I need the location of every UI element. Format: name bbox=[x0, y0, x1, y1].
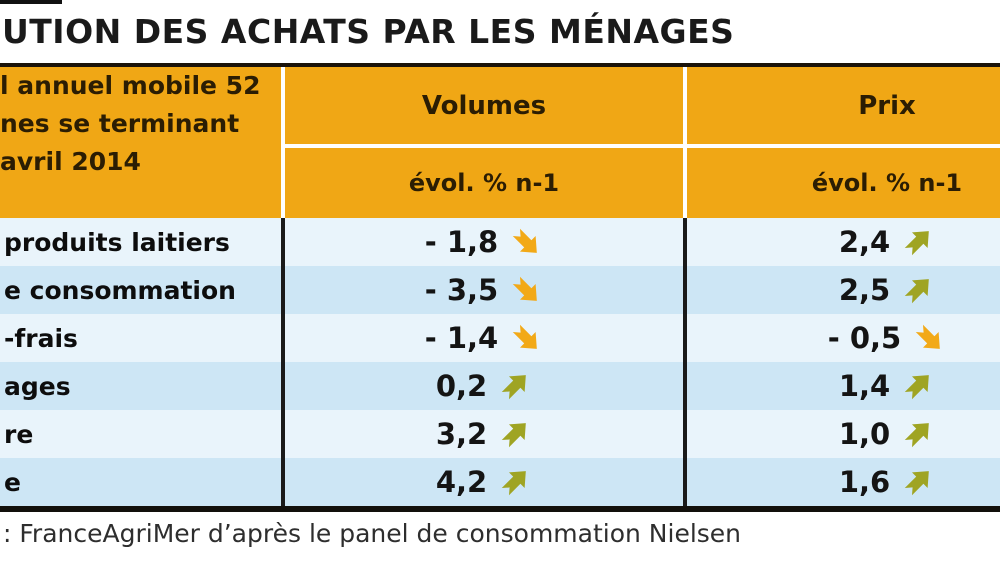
trend-arrow-icon bbox=[498, 369, 532, 403]
prix-header: Prix bbox=[858, 90, 916, 121]
trend-arrow-icon bbox=[498, 465, 532, 499]
trend-arrow-icon bbox=[912, 321, 946, 355]
prix-value: 1,6 bbox=[838, 465, 891, 499]
trend-arrow-icon bbox=[509, 225, 543, 259]
table-header: l annuel mobile 52 nes se terminant avri… bbox=[0, 67, 1000, 218]
header-column-separator bbox=[281, 67, 285, 218]
table-top-border bbox=[0, 63, 1000, 67]
prix-value: 2,4 bbox=[838, 225, 891, 259]
header-row-divider bbox=[285, 144, 1000, 148]
volumes-value-cell: - 3,5 bbox=[285, 266, 683, 314]
body-column-separator bbox=[281, 218, 285, 506]
corner-header: l annuel mobile 52 nes se terminant avri… bbox=[0, 67, 277, 197]
volumes-value: - 3,5 bbox=[424, 273, 499, 307]
source-text: : FranceAgriMer d’après le panel de cons… bbox=[3, 519, 742, 548]
volumes-value: 3,2 bbox=[435, 417, 488, 451]
volumes-value-cell: - 1,4 bbox=[285, 314, 683, 362]
prix-subheader: évol. % n-1 bbox=[811, 169, 963, 197]
row-label: re bbox=[4, 419, 34, 449]
corner-header-line1: l annuel mobile 52 bbox=[0, 71, 261, 100]
page-title: UTION DES ACHATS PAR LES MÉNAGES bbox=[2, 12, 735, 51]
prix-value: 2,5 bbox=[838, 273, 891, 307]
volumes-subheader: évol. % n-1 bbox=[408, 169, 560, 197]
trend-arrow-icon bbox=[509, 273, 543, 307]
row-label: e bbox=[4, 467, 21, 497]
table-row: re 3,2 1,0 bbox=[0, 410, 1000, 458]
prix-value-cell: 2,5 bbox=[687, 266, 1000, 314]
trend-arrow-icon bbox=[901, 273, 935, 307]
trend-arrow-icon bbox=[901, 225, 935, 259]
prix-value-cell: 1,4 bbox=[687, 362, 1000, 410]
volumes-value-cell: - 1,8 bbox=[285, 218, 683, 266]
trend-arrow-icon bbox=[901, 465, 935, 499]
volumes-value: - 1,8 bbox=[424, 225, 499, 259]
volumes-value: 4,2 bbox=[435, 465, 488, 499]
prix-value-cell: - 0,5 bbox=[687, 314, 1000, 362]
corner-header-line2: nes se terminant bbox=[0, 109, 240, 138]
table-row: e consommation - 3,5 2,5 bbox=[0, 266, 1000, 314]
header-column-separator bbox=[683, 67, 687, 218]
volumes-value-cell: 3,2 bbox=[285, 410, 683, 458]
trend-arrow-icon bbox=[901, 417, 935, 451]
prix-value: 1,4 bbox=[838, 369, 891, 403]
corner-logo-bar bbox=[0, 0, 62, 4]
volumes-value-cell: 0,2 bbox=[285, 362, 683, 410]
volumes-value: 0,2 bbox=[435, 369, 488, 403]
trend-arrow-icon bbox=[498, 417, 532, 451]
row-label: ages bbox=[4, 371, 71, 401]
table-body: produits laitiers - 1,8 2,4 e consommati… bbox=[0, 218, 1000, 506]
volumes-value-cell: 4,2 bbox=[285, 458, 683, 506]
trend-arrow-icon bbox=[901, 369, 935, 403]
table-bottom-border bbox=[0, 506, 1000, 512]
prix-value: 1,0 bbox=[838, 417, 891, 451]
volumes-value: - 1,4 bbox=[424, 321, 499, 355]
trend-arrow-icon bbox=[509, 321, 543, 355]
prix-value-cell: 1,6 bbox=[687, 458, 1000, 506]
prix-value-cell: 2,4 bbox=[687, 218, 1000, 266]
row-label: -frais bbox=[4, 323, 78, 353]
row-label: e consommation bbox=[4, 275, 236, 305]
body-column-separator bbox=[683, 218, 687, 506]
prix-value-cell: 1,0 bbox=[687, 410, 1000, 458]
corner-header-line3: avril 2014 bbox=[0, 147, 141, 176]
table-row: -frais - 1,4 - 0,5 bbox=[0, 314, 1000, 362]
row-label: produits laitiers bbox=[4, 227, 230, 257]
table-row: ages 0,2 1,4 bbox=[0, 362, 1000, 410]
table-row: produits laitiers - 1,8 2,4 bbox=[0, 218, 1000, 266]
table-row: e 4,2 1,6 bbox=[0, 458, 1000, 506]
volumes-header: Volumes bbox=[421, 90, 547, 121]
prix-value: - 0,5 bbox=[827, 321, 902, 355]
